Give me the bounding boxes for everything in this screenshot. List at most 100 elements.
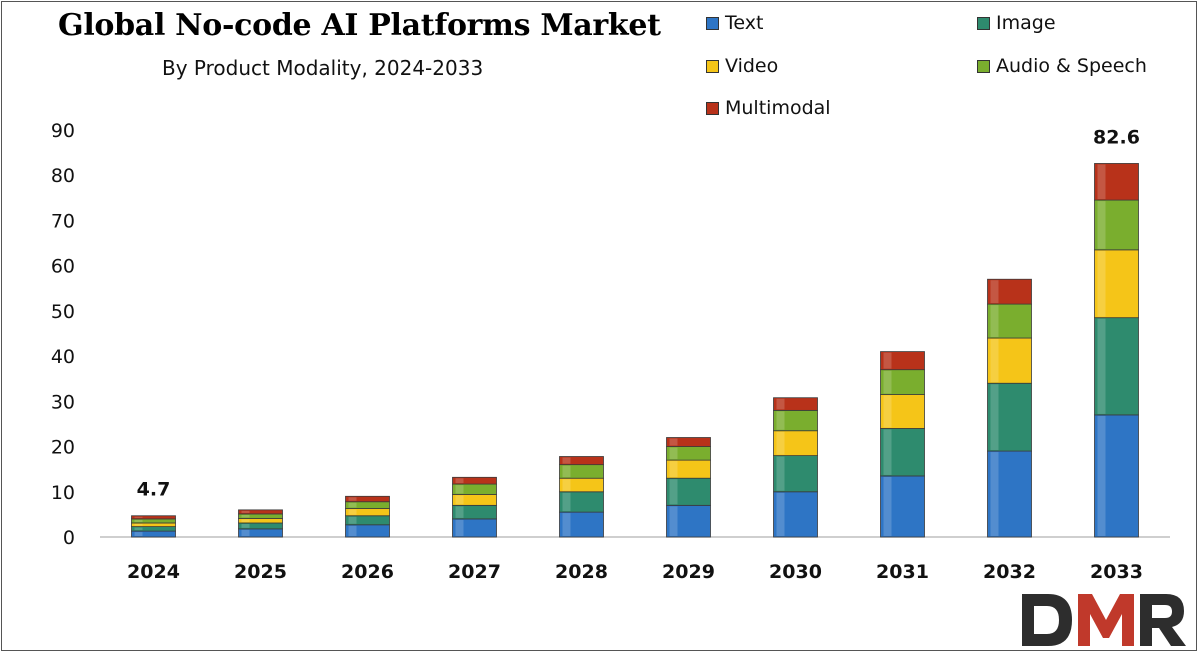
- x-tick-label: 2030: [769, 561, 822, 583]
- x-tick-label: 2026: [341, 561, 394, 583]
- data-label: 82.6: [1093, 126, 1140, 148]
- bar-highlight: [1097, 250, 1106, 317]
- x-tick-label: 2024: [127, 561, 180, 583]
- bar-segment-video-2032: [987, 337, 1032, 384]
- bar-highlight: [883, 429, 892, 475]
- bar-highlight: [241, 519, 250, 522]
- bar-highlight: [455, 506, 464, 518]
- legend-item-video: Video: [706, 55, 778, 77]
- bar-segment-multimodal-2025: [238, 509, 283, 515]
- bar-highlight: [134, 516, 143, 518]
- x-tick-label: 2033: [1090, 561, 1143, 583]
- legend-item-audio-speech: Audio & Speech: [977, 55, 1147, 77]
- bar-highlight: [134, 532, 143, 536]
- x-tick-label: 2031: [876, 561, 929, 583]
- bar-highlight: [134, 523, 143, 526]
- y-tick-label: 80: [51, 165, 75, 187]
- bar-segment-video-2033: [1094, 249, 1139, 319]
- bar-highlight: [348, 502, 357, 508]
- y-tick-label: 0: [63, 527, 75, 549]
- bar-highlight: [562, 513, 571, 536]
- bar-highlight: [1097, 201, 1106, 249]
- x-tick-label: 2032: [983, 561, 1036, 583]
- bar-highlight: [241, 514, 250, 518]
- y-tick-label: 30: [51, 391, 75, 413]
- legend-swatch-audio-speech: [977, 59, 990, 73]
- bar-highlight: [1097, 318, 1106, 414]
- bar-highlight: [990, 280, 999, 304]
- bar-segment-audio-speech-2031: [880, 369, 925, 395]
- chart-title: Global No-code AI Platforms Market: [58, 8, 661, 43]
- y-tick-label: 60: [51, 256, 75, 278]
- legend-label-text: Text: [725, 12, 764, 34]
- legend-swatch-video: [706, 59, 719, 73]
- y-tick-label: 10: [51, 482, 75, 504]
- bar-highlight: [990, 384, 999, 451]
- bar-highlight: [776, 411, 785, 430]
- bar-segment-multimodal-2026: [345, 495, 390, 503]
- bar-segment-audio-speech-2033: [1094, 199, 1139, 251]
- bar-segment-video-2030: [773, 430, 818, 457]
- bar-highlight: [241, 510, 250, 513]
- y-tick-label: 70: [51, 210, 75, 232]
- legend-label-multimodal: Multimodal: [725, 97, 831, 119]
- bar-segment-image-2033: [1094, 317, 1139, 416]
- bar-highlight: [669, 479, 678, 505]
- y-tick-label: 20: [51, 437, 75, 459]
- bar-segment-text-2029: [666, 504, 711, 538]
- bar-highlight: [883, 352, 892, 369]
- bar-highlight: [990, 339, 999, 383]
- bar-segment-image-2031: [880, 428, 925, 477]
- bar-highlight: [348, 525, 357, 536]
- legend-label-video: Video: [725, 55, 779, 77]
- x-tick-label: 2028: [555, 561, 608, 583]
- bar-segment-multimodal-2030: [773, 397, 818, 411]
- bar-highlight: [134, 527, 143, 531]
- legend-swatch-text: [706, 16, 719, 30]
- bar-segment-multimodal-2028: [559, 456, 604, 466]
- bar-segment-text-2030: [773, 491, 818, 538]
- bar-highlight: [455, 519, 464, 536]
- bar-segment-multimodal-2033: [1094, 163, 1139, 201]
- legend-item-text: Text: [706, 12, 763, 34]
- bar-highlight: [776, 398, 785, 410]
- bar-highlight: [776, 456, 785, 491]
- bar-highlight: [348, 509, 357, 515]
- bar-segment-multimodal-2029: [666, 437, 711, 447]
- x-tick-label: 2029: [662, 561, 715, 583]
- legend-swatch-multimodal: [706, 101, 719, 115]
- legend-swatch-image: [977, 16, 990, 30]
- bar-highlight: [562, 479, 571, 491]
- bar-segment-text-2028: [559, 511, 604, 538]
- bar-highlight: [455, 478, 464, 484]
- bar-highlight: [669, 438, 678, 446]
- bar-segment-text-2033: [1094, 414, 1139, 538]
- data-label: 4.7: [137, 479, 171, 501]
- bar-highlight: [776, 431, 785, 455]
- x-tick-label: 2027: [448, 561, 501, 583]
- bar-highlight: [1097, 164, 1106, 200]
- bar-segment-multimodal-2024: [131, 515, 176, 520]
- legend-label-audio-speech: Audio & Speech: [996, 55, 1147, 77]
- bar-highlight: [348, 516, 357, 524]
- x-tick-label: 2025: [234, 561, 287, 583]
- legend-label-image: Image: [996, 12, 1056, 34]
- bar-highlight: [134, 519, 143, 522]
- legend-item-image: Image: [977, 12, 1056, 34]
- bar-highlight: [990, 452, 999, 536]
- bar-segment-video-2031: [880, 394, 925, 429]
- y-tick-label: 90: [51, 120, 75, 142]
- legend-item-multimodal: Multimodal: [706, 97, 831, 119]
- bar-highlight: [241, 523, 250, 528]
- bar-highlight: [883, 476, 892, 536]
- bar-highlight: [455, 495, 464, 505]
- bar-segment-multimodal-2027: [452, 476, 497, 485]
- y-tick-label: 40: [51, 346, 75, 368]
- bar-highlight: [562, 465, 571, 478]
- bar-highlight: [455, 485, 464, 494]
- bar-highlight: [562, 492, 571, 512]
- bar-segment-image-2030: [773, 455, 818, 493]
- bar-highlight: [669, 447, 678, 460]
